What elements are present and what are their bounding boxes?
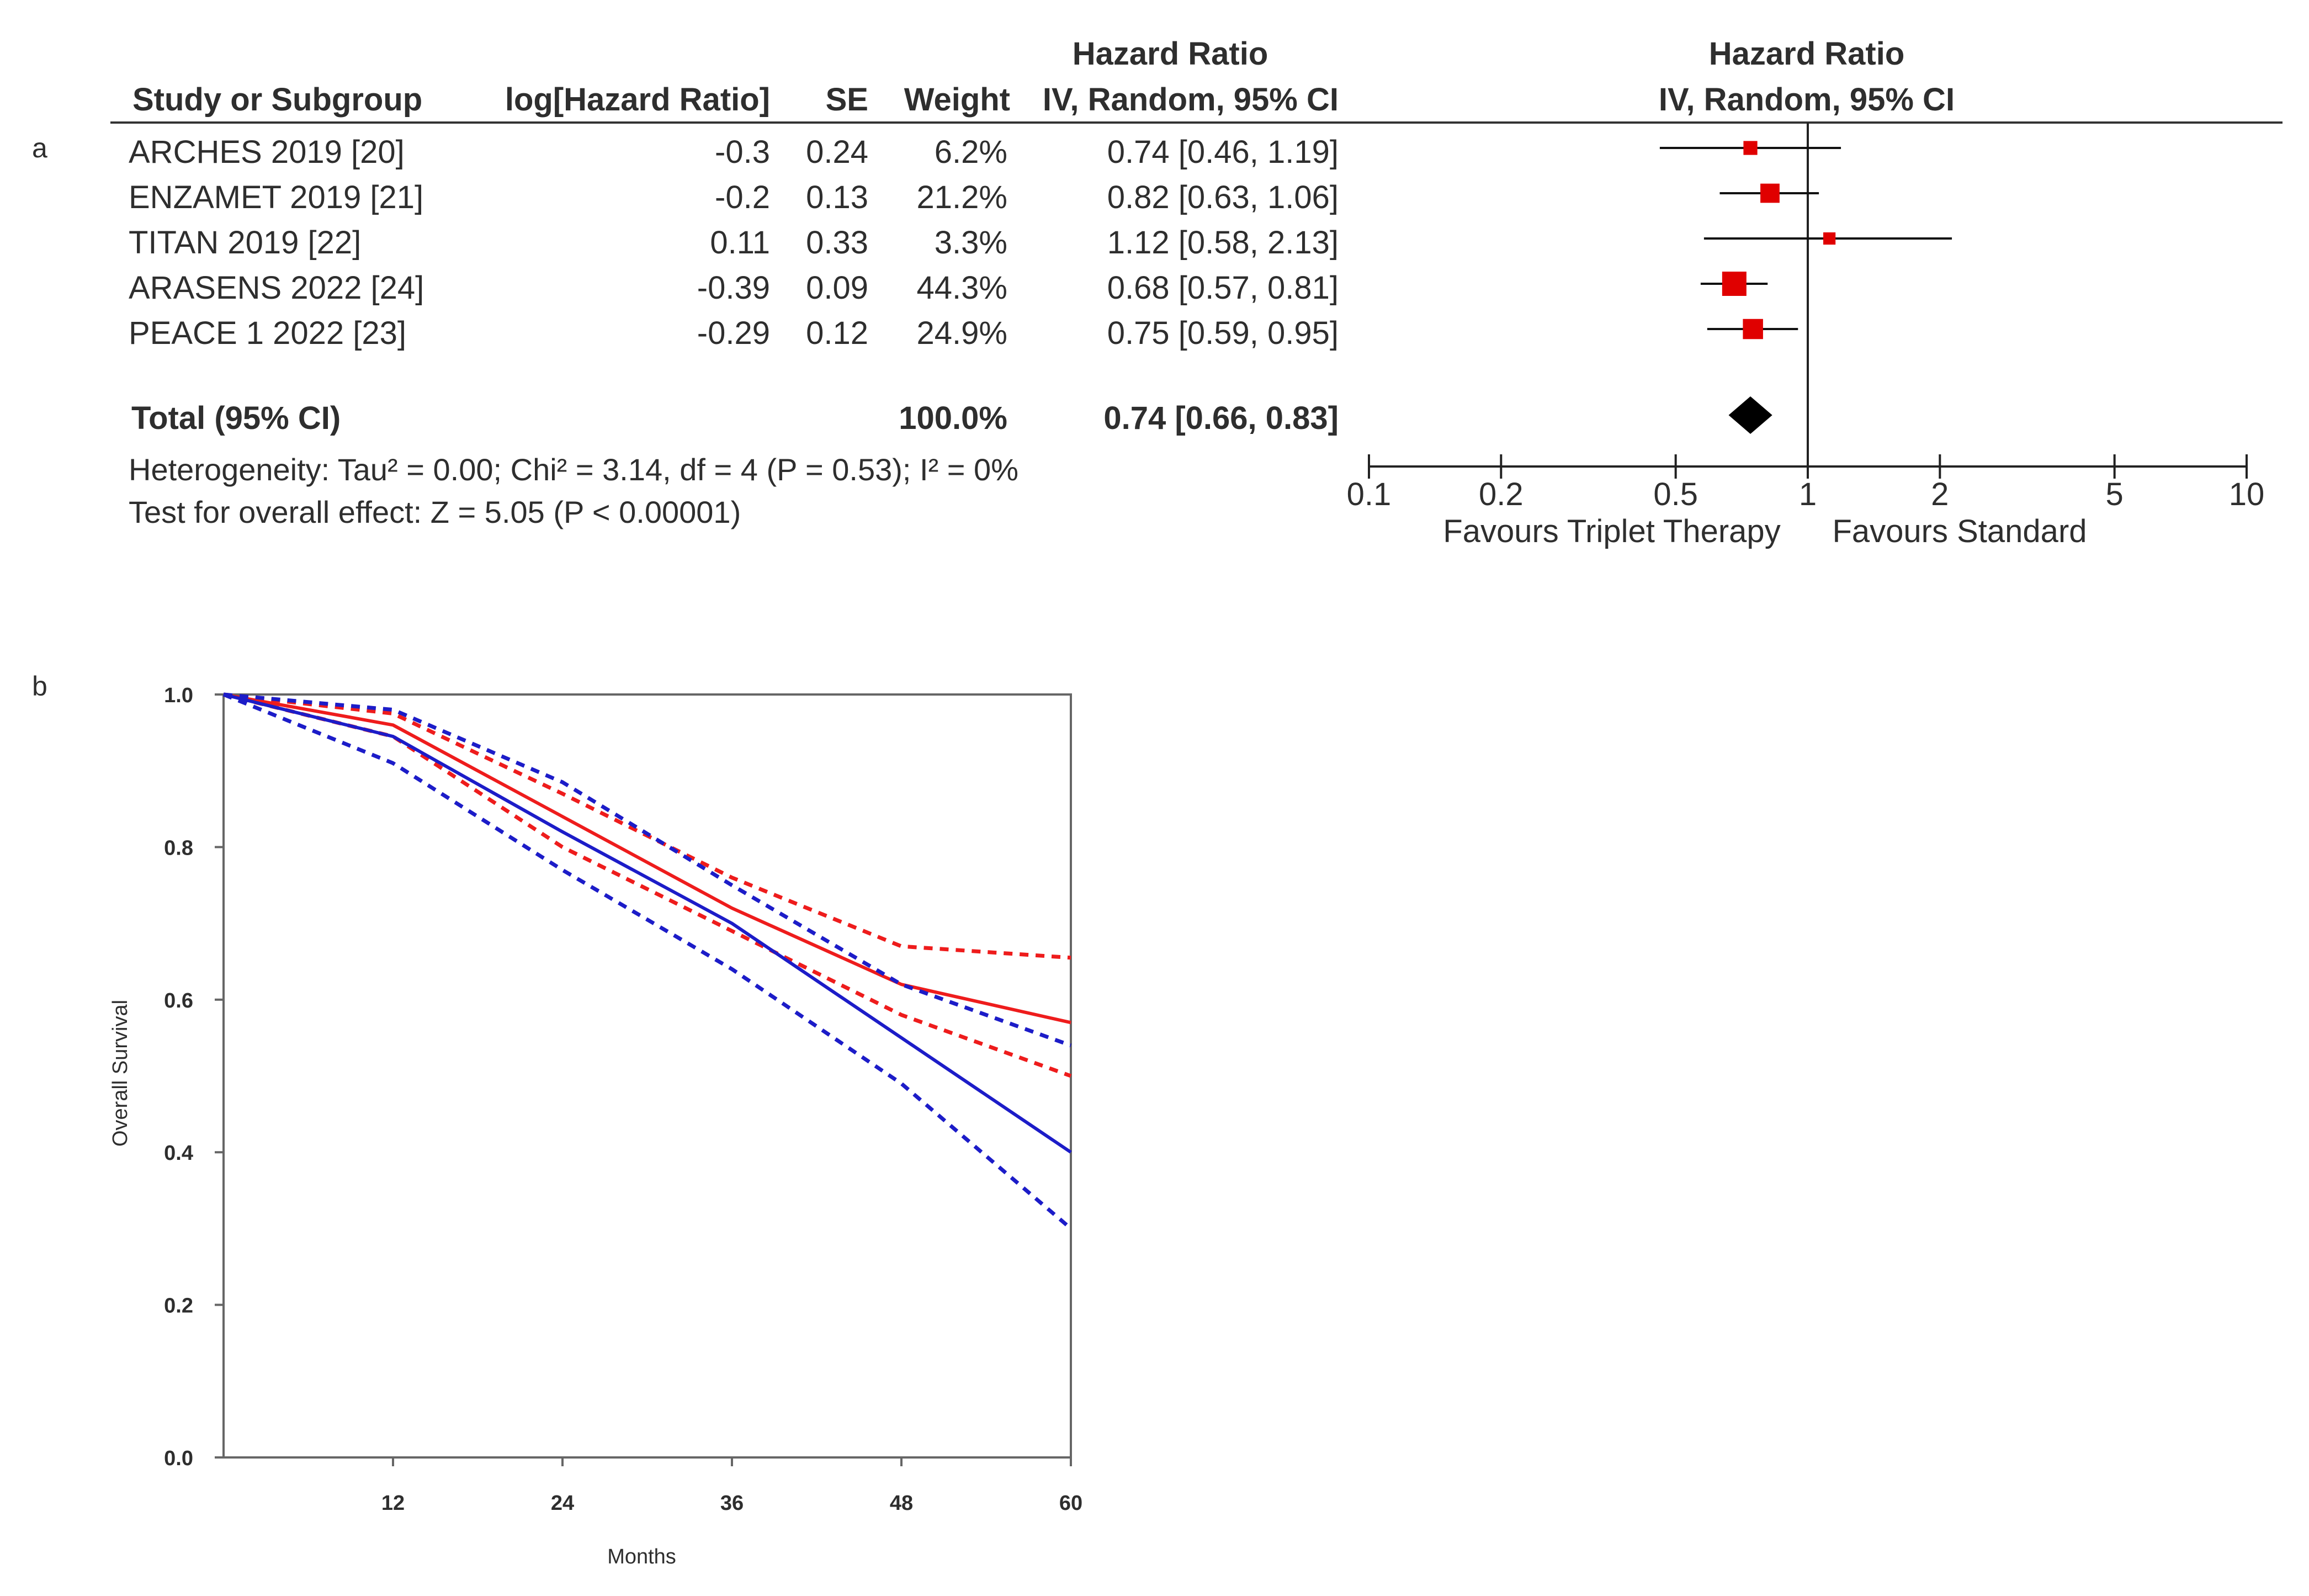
header-plot-hazard-ratio-1: Hazard Ratio	[1709, 36, 1905, 72]
panel-b: b 0.0 0.2 0.4 0.6 0.8 1.0 12 24 36 48 60 Months Over…	[32, 671, 1082, 1568]
panel-b-label: b	[32, 671, 47, 702]
y-tick-label: 0.8	[164, 836, 193, 860]
forest-tick-label: 2	[1931, 476, 1949, 512]
ci-value: 0.74 [0.46, 1.19]	[1107, 134, 1339, 170]
header-hazard-ratio-1: Hazard Ratio	[1073, 36, 1268, 72]
study-name: TITAN 2019 [22]	[129, 225, 361, 261]
y-tick-label: 0.4	[164, 1142, 193, 1165]
study-marker	[1823, 232, 1836, 245]
favours-right-label: Favours Standard	[1832, 513, 2087, 549]
table-row: ARCHES 2019 [20] -0.3 0.24 6.2% 0.74 [0.…	[129, 134, 1339, 170]
y-tick-label: 0.2	[164, 1295, 193, 1318]
header-study: Study or Subgroup	[132, 82, 422, 118]
x-tick-label: 60	[1059, 1492, 1082, 1515]
total-ci: 0.74 [0.66, 0.83]	[1103, 400, 1339, 436]
ci-value: 0.75 [0.59, 0.95]	[1107, 315, 1339, 351]
y-axis-label: Overall Survival	[109, 1000, 132, 1147]
total-row: Total (95% CI) 100.0% 0.74 [0.66, 0.83]	[131, 400, 1339, 436]
forest-rows: ARCHES 2019 [20] -0.3 0.24 6.2% 0.74 [0.…	[129, 134, 1339, 351]
table-row: ENZAMET 2019 [21] -0.2 0.13 21.2% 0.82 […	[129, 179, 1339, 215]
study-marker	[1743, 319, 1763, 340]
table-row: TITAN 2019 [22] 0.11 0.33 3.3% 1.12 [0.5…	[129, 225, 1339, 261]
panel-a: a Hazard Ratio Hazard Ratio Study or Sub…	[32, 36, 2283, 549]
study-name: ARASENS 2022 [24]	[129, 270, 424, 306]
pooled-diamond	[1728, 396, 1772, 434]
loghr-value: -0.3	[715, 134, 770, 170]
y-tick-label: 1.0	[164, 684, 193, 707]
x-axis-label: Months	[607, 1545, 676, 1568]
loghr-value: -0.2	[715, 179, 770, 215]
loghr-value: 0.11	[710, 225, 770, 261]
ci-value: 0.68 [0.57, 0.81]	[1107, 270, 1339, 306]
table-row: PEACE 1 2022 [23] -0.29 0.12 24.9% 0.75 …	[129, 315, 1339, 351]
x-tick-label: 12	[381, 1492, 405, 1515]
se-value: 0.13	[806, 179, 868, 215]
weight-value: 3.3%	[935, 225, 1007, 261]
series-line-red-lower	[223, 692, 1072, 1078]
x-tick-label: 48	[890, 1492, 913, 1515]
loghr-value: -0.39	[697, 270, 770, 306]
forest-plot: 0.1 0.2 0.5 1 2 5 10	[1347, 123, 2265, 512]
series-line-blue	[223, 693, 1072, 1154]
weight-value: 24.9%	[917, 315, 1007, 351]
study-marker	[1722, 272, 1747, 296]
forest-tick-label: 10	[2229, 476, 2265, 512]
header-loghr: log[Hazard Ratio]	[505, 82, 770, 118]
series-line-blue-upper	[223, 692, 1072, 1047]
study-name: ARCHES 2019 [20]	[129, 134, 405, 170]
header-weight: Weight	[904, 82, 1010, 118]
se-value: 0.33	[806, 225, 868, 261]
study-marker	[1760, 183, 1780, 203]
forest-tick-label: 1	[1799, 476, 1817, 512]
ci-value: 0.82 [0.63, 1.06]	[1107, 179, 1339, 215]
series-line-red	[223, 693, 1071, 1025]
y-tick-label: 0.0	[164, 1447, 193, 1470]
favours-left-label: Favours Triplet Therapy	[1443, 513, 1780, 549]
plot-frame	[222, 693, 1072, 1459]
total-weight: 100.0%	[899, 400, 1007, 436]
x-tick-label: 36	[720, 1492, 744, 1515]
survival-plot: 0.0 0.2 0.4 0.6 0.8 1.0 12 24 36 48 60 Months Overal…	[109, 684, 1082, 1568]
se-value: 0.12	[806, 315, 868, 351]
panel-a-label: a	[32, 132, 47, 163]
header-hazard-ratio-2: IV, Random, 95% CI	[1043, 82, 1339, 118]
loghr-value: -0.29	[697, 315, 770, 351]
forest-tick-label: 0.5	[1653, 476, 1698, 512]
se-value: 0.24	[806, 134, 868, 170]
weight-value: 44.3%	[917, 270, 1007, 306]
weight-value: 21.2%	[917, 179, 1007, 215]
forest-tick-label: 0.1	[1347, 476, 1392, 512]
overall-effect-text: Test for overall effect: Z = 5.05 (P < 0…	[129, 495, 741, 529]
ci-value: 1.12 [0.58, 2.13]	[1107, 225, 1339, 261]
se-value: 0.09	[806, 270, 868, 306]
forest-tick-label: 0.2	[1479, 476, 1524, 512]
total-label: Total (95% CI)	[131, 400, 341, 436]
header-se: SE	[826, 82, 868, 118]
study-marker	[1743, 141, 1758, 155]
weight-value: 6.2%	[935, 134, 1007, 170]
header-plot-hazard-ratio-2: IV, Random, 95% CI	[1659, 82, 1955, 118]
study-name: PEACE 1 2022 [23]	[129, 315, 406, 351]
series-line-blue-lower	[222, 692, 1073, 1231]
study-name: ENZAMET 2019 [21]	[129, 179, 423, 215]
x-tick-label: 24	[551, 1492, 574, 1515]
forest-tick-label: 5	[2106, 476, 2124, 512]
y-tick-label: 0.6	[164, 989, 193, 1012]
heterogeneity-text: Heterogeneity: Tau² = 0.00; Chi² = 3.14,…	[129, 452, 1018, 487]
table-row: ARASENS 2022 [24] -0.39 0.09 44.3% 0.68 …	[129, 270, 1339, 306]
